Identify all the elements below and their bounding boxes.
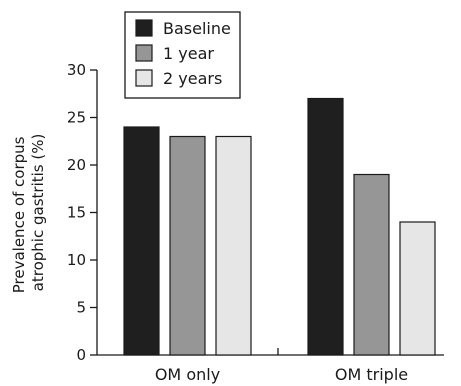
bar-baseline-om-triple <box>307 97 344 356</box>
legend-label: 2 years <box>163 69 222 88</box>
y-tick-label: 20 <box>67 156 86 174</box>
y-tick-label: 10 <box>67 251 86 269</box>
y-axis-title-line-2: atrophic gastritis (%) <box>29 134 47 292</box>
legend-swatch <box>135 19 153 37</box>
y-tick-label: 0 <box>76 346 86 364</box>
y-tick-label: 5 <box>76 299 86 317</box>
category-labels: OM only OM triple <box>155 365 408 384</box>
y-tick-label: 30 <box>67 61 86 79</box>
bar-1-year-om-only <box>169 135 206 356</box>
bar-1-year-om-triple <box>353 173 390 356</box>
y-ticks: 0 5 10 15 20 25 30 <box>67 61 97 364</box>
y-axis-title: Prevalence of corpus atrophic gastritis … <box>10 132 47 294</box>
legend-label: 1 year <box>163 44 214 63</box>
legend-swatch <box>135 44 153 62</box>
legend: Baseline 1 year 2 years <box>124 11 241 99</box>
y-tick-label: 15 <box>67 204 86 222</box>
bar-2-years-om-triple <box>399 221 436 356</box>
y-axis-title-line-1: Prevalence of corpus <box>10 136 28 293</box>
bar-baseline-om-only <box>123 126 160 356</box>
bars <box>123 97 436 356</box>
y-tick-label: 25 <box>67 109 86 127</box>
category-label: OM only <box>155 365 220 384</box>
category-label: OM triple <box>335 365 408 384</box>
bar-2-years-om-only <box>215 135 252 356</box>
legend-label: Baseline <box>163 19 231 38</box>
legend-swatch <box>135 69 153 87</box>
